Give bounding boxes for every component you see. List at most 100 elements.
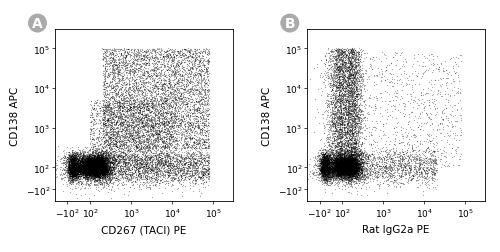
Point — [86, 163, 94, 167]
Point — [88, 167, 96, 171]
Point — [58, 173, 66, 177]
Point — [336, 169, 344, 173]
Point — [352, 117, 360, 121]
Point — [94, 166, 102, 170]
Point — [334, 150, 342, 154]
Point — [98, 173, 106, 177]
Point — [90, 166, 98, 170]
Point — [170, 105, 178, 109]
Point — [356, 157, 364, 161]
Point — [342, 163, 350, 167]
Point — [195, 95, 203, 99]
Point — [96, 174, 104, 178]
Point — [73, 167, 81, 171]
Point — [344, 168, 351, 172]
Point — [325, 163, 333, 167]
Point — [342, 60, 350, 64]
Point — [338, 165, 346, 169]
Point — [347, 83, 355, 87]
Point — [126, 76, 134, 80]
Point — [82, 167, 90, 171]
Point — [336, 171, 344, 175]
Point — [96, 168, 104, 172]
Point — [125, 102, 133, 106]
Point — [158, 80, 166, 84]
Point — [339, 167, 347, 171]
Point — [112, 47, 120, 51]
Point — [89, 165, 97, 169]
Point — [89, 161, 97, 165]
Point — [91, 168, 99, 172]
Point — [90, 161, 98, 165]
Point — [94, 168, 102, 172]
Point — [321, 159, 329, 163]
Point — [343, 164, 351, 168]
Point — [76, 170, 84, 174]
Point — [376, 155, 384, 159]
Point — [326, 122, 334, 127]
Point — [416, 164, 424, 168]
Point — [430, 98, 438, 102]
Point — [351, 53, 359, 57]
Point — [340, 167, 347, 171]
Point — [77, 171, 85, 175]
Point — [339, 166, 347, 170]
Point — [324, 168, 332, 172]
Point — [421, 92, 429, 97]
Point — [160, 116, 168, 120]
Point — [90, 161, 98, 165]
Point — [94, 164, 102, 168]
Point — [323, 167, 331, 171]
Point — [85, 165, 93, 169]
Point — [100, 74, 108, 78]
Point — [342, 167, 350, 171]
Point — [334, 153, 342, 158]
Point — [124, 190, 132, 194]
Point — [72, 176, 80, 180]
Point — [368, 68, 376, 72]
Point — [90, 166, 98, 170]
Point — [178, 183, 186, 187]
Point — [204, 100, 212, 104]
Point — [337, 64, 345, 68]
Point — [334, 158, 342, 162]
Point — [112, 100, 120, 104]
Point — [340, 108, 348, 112]
Point — [92, 167, 100, 171]
Point — [341, 166, 349, 170]
Point — [349, 166, 357, 170]
Point — [348, 159, 356, 163]
Point — [344, 166, 352, 170]
Point — [332, 93, 340, 98]
Point — [84, 167, 92, 171]
Point — [342, 168, 350, 172]
Point — [164, 161, 172, 165]
Point — [120, 139, 128, 143]
Point — [66, 169, 74, 173]
Point — [356, 153, 364, 157]
Point — [324, 159, 332, 163]
Point — [92, 165, 100, 169]
Point — [106, 59, 114, 63]
Point — [344, 164, 352, 168]
Point — [396, 157, 404, 161]
Point — [438, 118, 446, 122]
Point — [443, 132, 451, 136]
Point — [63, 155, 71, 159]
Point — [162, 84, 170, 88]
Point — [324, 111, 332, 115]
Point — [330, 169, 338, 173]
Point — [352, 60, 360, 65]
Point — [92, 169, 100, 173]
Point — [88, 168, 96, 172]
Point — [94, 159, 102, 163]
Point — [70, 165, 78, 169]
Point — [328, 48, 336, 52]
Point — [176, 54, 184, 58]
Point — [406, 98, 414, 102]
Point — [168, 136, 175, 140]
Point — [342, 135, 350, 139]
Point — [141, 156, 149, 161]
Point — [327, 170, 335, 174]
Point — [343, 163, 351, 167]
